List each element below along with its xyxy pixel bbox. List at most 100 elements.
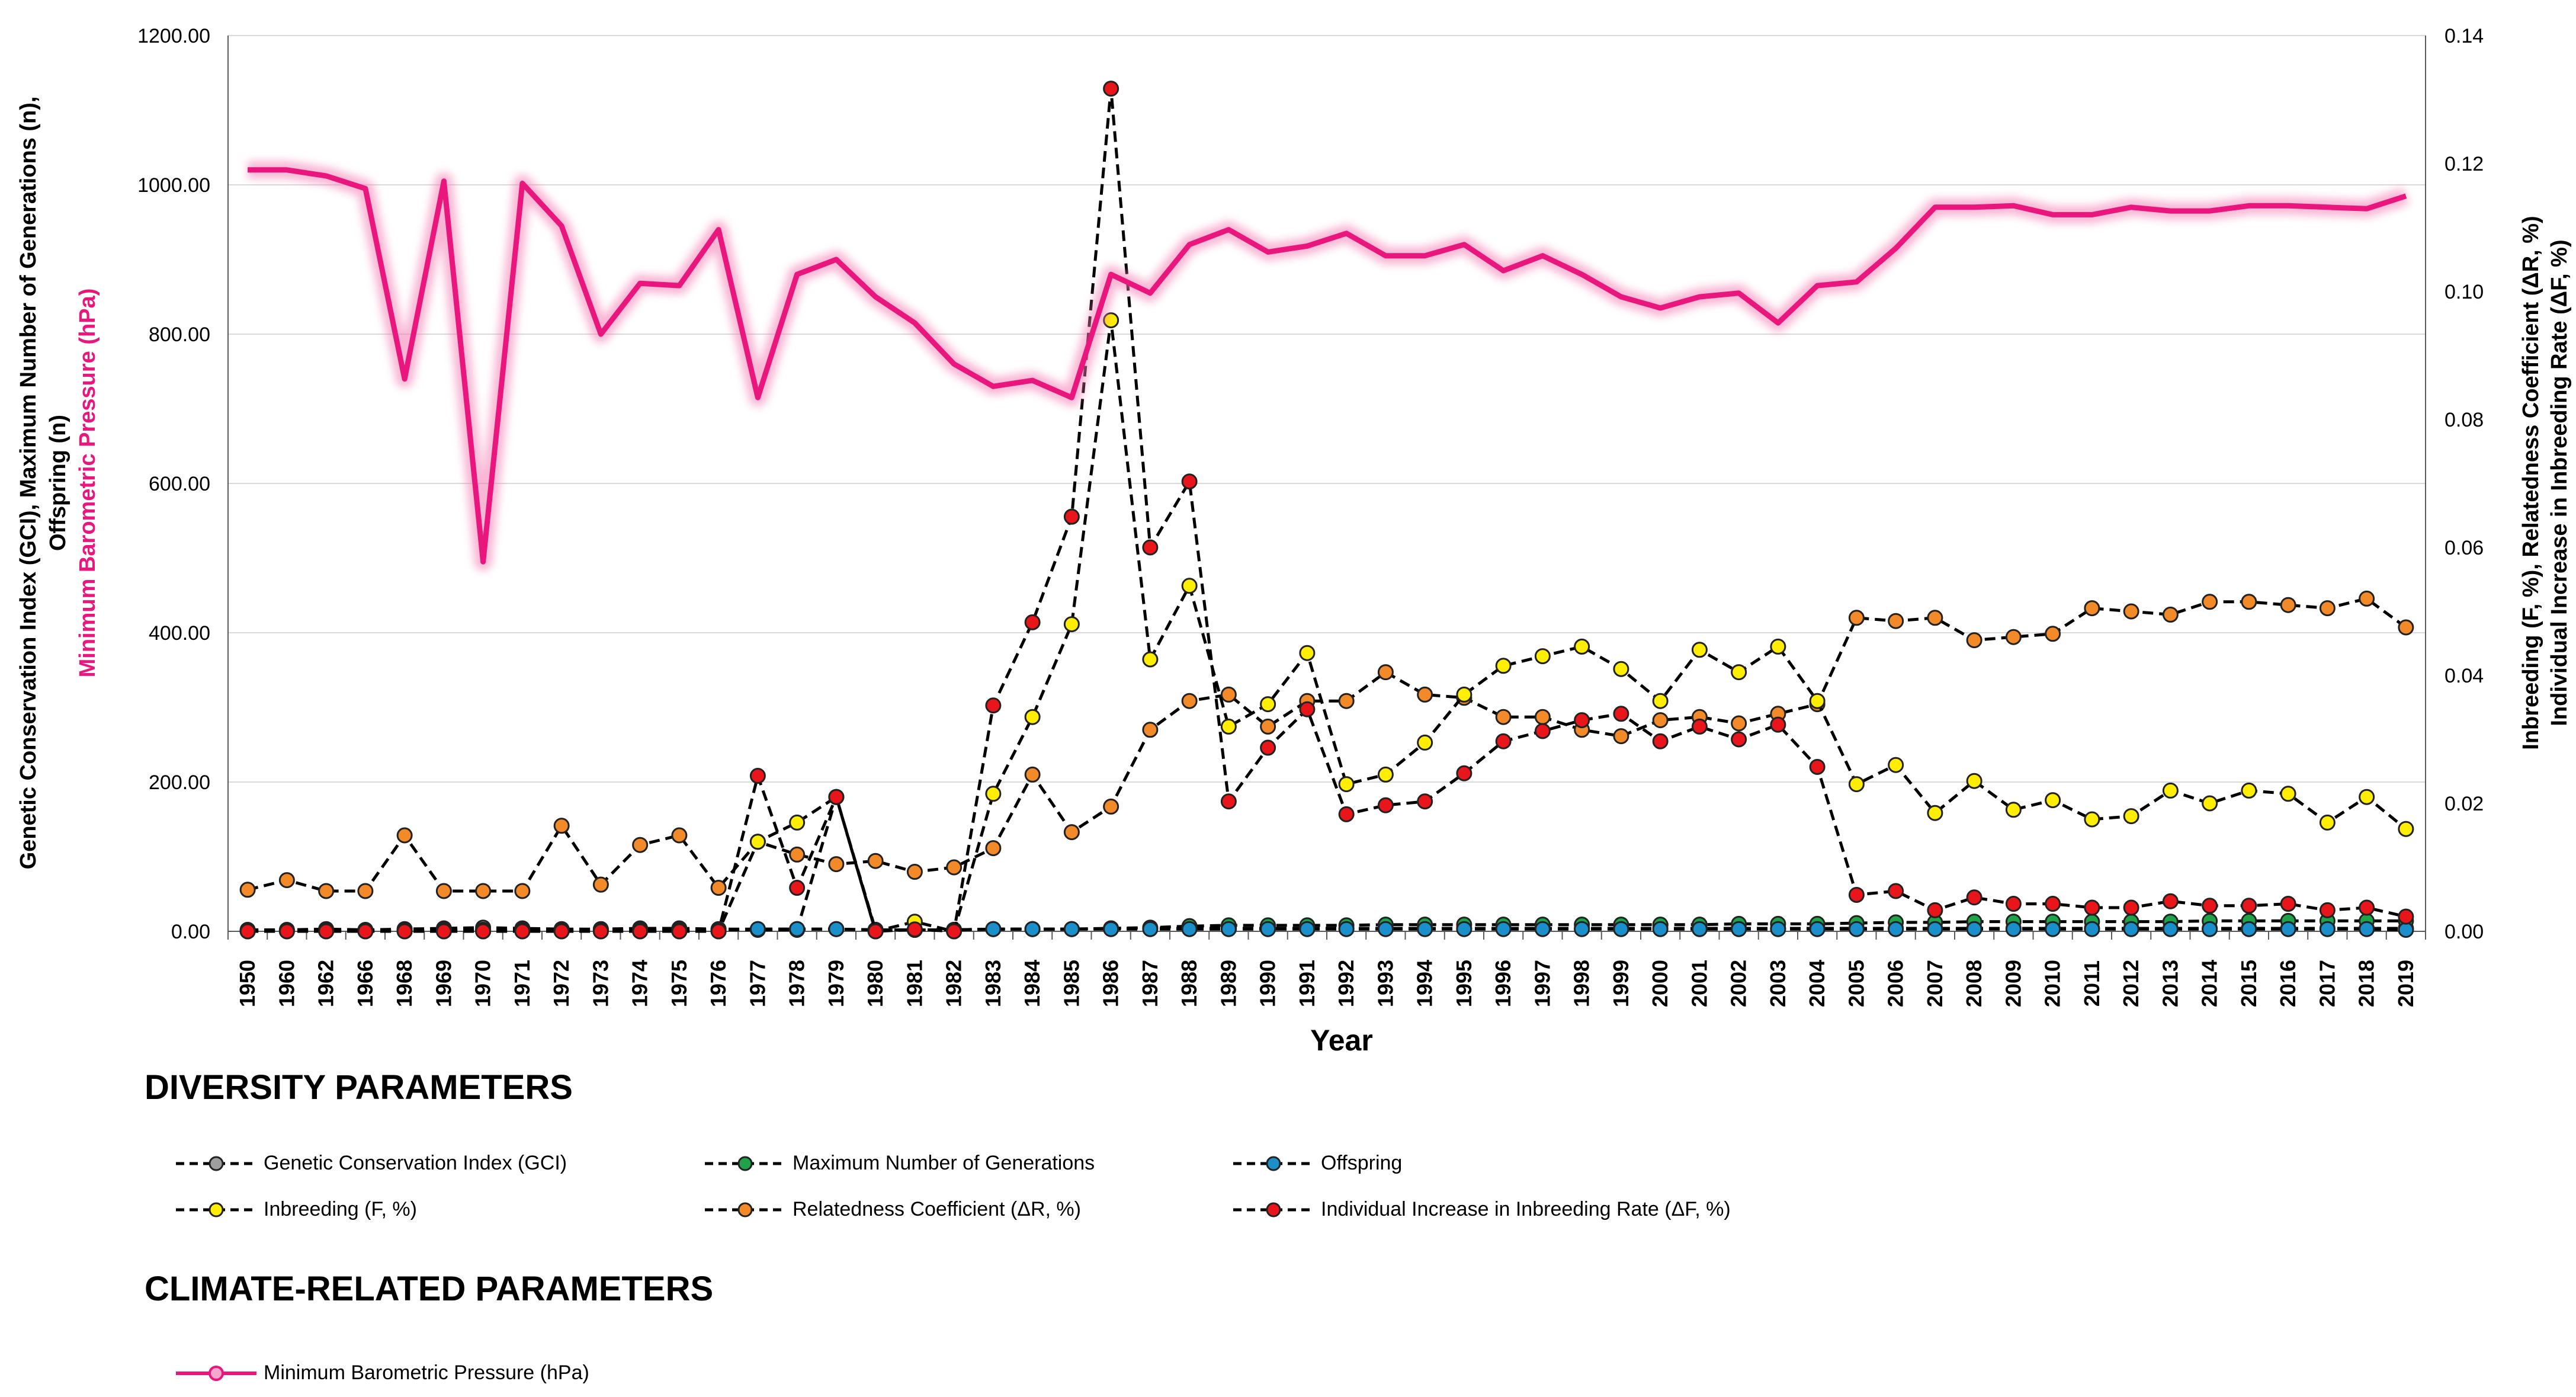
point-inbreeding — [1652, 693, 1669, 709]
point-inbreeding — [1534, 648, 1551, 665]
x-tick-label: 1978 — [785, 960, 809, 1007]
point-offspring — [1063, 921, 1080, 937]
x-tick-label: 1977 — [745, 960, 769, 1007]
point-relatedness — [475, 883, 492, 899]
point-offspring — [2202, 921, 2218, 937]
x-tick-label: 1973 — [588, 960, 612, 1007]
x-tick-label: 1950 — [235, 960, 259, 1007]
point-offspring — [1770, 921, 1786, 937]
point-inbreeding — [1338, 776, 1355, 793]
point-relatedness — [1338, 693, 1355, 709]
point-inbreeding — [1927, 805, 1943, 821]
point-offspring — [1142, 921, 1159, 937]
point-offspring — [1691, 921, 1708, 937]
point-increase — [278, 923, 295, 940]
point-offspring — [2123, 921, 2139, 937]
point-increase — [1613, 706, 1629, 722]
point-relatedness — [1142, 722, 1159, 738]
point-offspring — [1574, 921, 1590, 937]
point-relatedness — [1103, 798, 1119, 815]
series-line-generations — [248, 795, 2406, 933]
point-relatedness — [946, 859, 963, 876]
point-increase — [1299, 701, 1316, 717]
x-tick-label: 1999 — [1609, 960, 1633, 1007]
x-tick-label: 1993 — [1373, 960, 1397, 1007]
point-offspring — [1103, 921, 1119, 937]
pressure-glow — [248, 161, 2409, 571]
y-right-tick-label: 0.14 — [2445, 25, 2484, 47]
point-increase — [2280, 896, 2296, 912]
x-tick-label: 1980 — [863, 960, 887, 1007]
point-inbreeding — [1770, 638, 1786, 655]
x-tick-label: 2014 — [2198, 960, 2222, 1007]
legend-line-offspring-icon — [1233, 1156, 1314, 1171]
point-relatedness — [1260, 718, 1276, 735]
y-right-tick-label: 0.08 — [2445, 409, 2484, 431]
point-inbreeding — [1888, 757, 1904, 773]
x-tick-label: 2001 — [1687, 960, 1711, 1007]
point-increase — [1770, 716, 1786, 733]
point-offspring — [2319, 921, 2336, 937]
point-relatedness — [632, 837, 649, 853]
y-left-tick-label: 0.00 — [171, 921, 210, 943]
y-right-axis-title: Inbreeding (F, %), Relatedness Coefficie… — [2519, 216, 2543, 749]
legend-item-relatedness: Relatedness Coefficient (ΔR, %) — [704, 1198, 1081, 1221]
point-relatedness — [2123, 603, 2139, 620]
y-right-tick-label: 0.10 — [2445, 281, 2484, 303]
point-inbreeding — [1181, 578, 1198, 594]
point-increase — [2123, 899, 2139, 916]
y-right-axis-title: Individual Increase in Inbreeding Rate (… — [2547, 239, 2572, 726]
point-increase — [1534, 723, 1551, 739]
point-offspring — [1260, 921, 1276, 937]
series-line-relatedness — [247, 597, 2407, 893]
point-relatedness — [1848, 610, 1865, 626]
x-tick-label: 1990 — [1256, 960, 1280, 1007]
point-increase — [357, 923, 374, 940]
x-tick-label: 1975 — [667, 960, 691, 1007]
point-increase — [2045, 896, 2061, 912]
point-increase — [2005, 896, 2022, 912]
legend-line-increase-icon — [1233, 1202, 1314, 1217]
point-inbreeding — [2319, 814, 2336, 831]
x-tick-label: 1986 — [1099, 960, 1123, 1007]
point-relatedness — [1888, 613, 1904, 629]
point-inbreeding — [1848, 776, 1865, 793]
x-tick-label: 1998 — [1570, 960, 1594, 1007]
x-tick-label: 2017 — [2315, 960, 2339, 1007]
x-tick-label: 2007 — [1923, 960, 1947, 1007]
point-offspring — [1809, 921, 1826, 937]
point-offspring — [2280, 921, 2296, 937]
point-offspring — [1338, 921, 1355, 937]
point-increase — [1338, 806, 1355, 822]
point-offspring — [2241, 921, 2257, 937]
point-relatedness — [2162, 606, 2179, 623]
point-offspring — [2398, 921, 2414, 938]
point-increase — [1063, 508, 1080, 525]
point-relatedness — [1495, 709, 1512, 725]
point-inbreeding — [1063, 616, 1080, 633]
x-tick-label: 1991 — [1295, 960, 1319, 1007]
point-inbreeding — [2045, 792, 2061, 809]
x-tick-label: 2019 — [2394, 960, 2418, 1007]
point-relatedness — [1417, 686, 1433, 703]
x-tick-label: 1995 — [1452, 960, 1476, 1007]
point-inbreeding — [1456, 686, 1473, 703]
point-offspring — [789, 921, 806, 937]
point-inbreeding — [1966, 773, 1982, 789]
x-tick-label: 1969 — [431, 960, 455, 1007]
x-tick-label: 1982 — [942, 960, 966, 1007]
point-relatedness — [985, 840, 1002, 857]
point-increase — [1848, 886, 1865, 903]
point-relatedness — [2084, 600, 2100, 617]
legend-label-generations: Maximum Number of Generations — [793, 1152, 1095, 1174]
point-increase — [1181, 473, 1198, 490]
x-tick-label: 2009 — [2001, 960, 2025, 1007]
point-increase — [867, 923, 884, 940]
legend-line-generations-icon — [705, 1156, 785, 1171]
point-offspring — [1848, 921, 1865, 937]
x-tick-label: 2004 — [1805, 960, 1829, 1007]
y-left-tick-label: 800.00 — [149, 323, 210, 346]
point-increase — [514, 923, 531, 940]
legend-item-generations: Maximum Number of Generations — [704, 1152, 1095, 1175]
x-tick-label: 1981 — [902, 960, 926, 1007]
